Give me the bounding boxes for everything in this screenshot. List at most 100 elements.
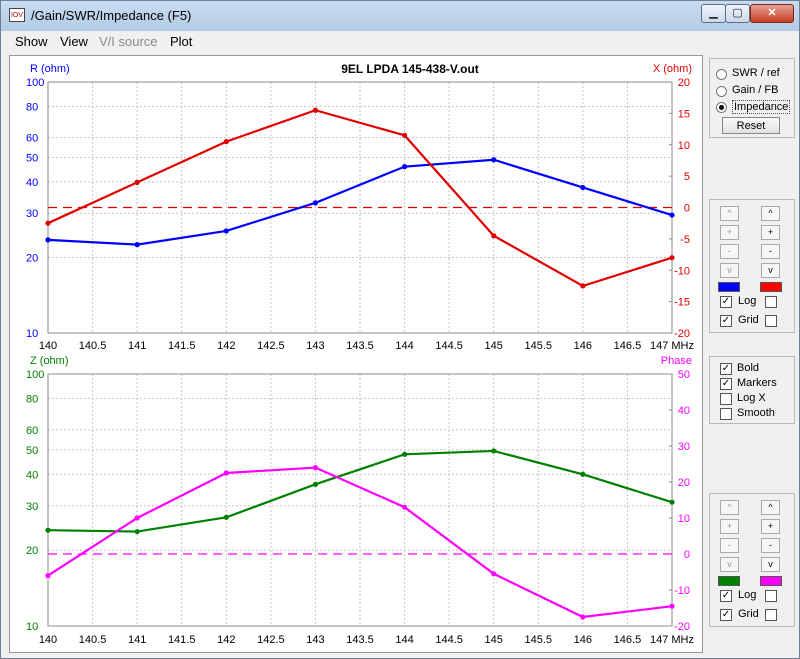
left-axis-minus-button[interactable]: - <box>720 244 739 259</box>
left-axis-up-button[interactable]: ^ <box>720 500 739 515</box>
bottom-z-marker <box>401 451 408 457</box>
top-r-marker <box>45 237 51 243</box>
r-color-swatch[interactable] <box>718 282 740 292</box>
impedance-charts[interactable]: 140 140.5 141 141.5 142 142.5 143 143.5 144 144.5… <box>10 56 702 652</box>
radio-impedance[interactable] <box>716 102 727 113</box>
display-options-group: ✓ Bold ✓ Markers Log X Smooth <box>709 356 795 424</box>
maximize-button[interactable]: ▢ <box>725 4 750 23</box>
top-x-tick-label: 144.5 <box>435 340 463 352</box>
x-color-swatch[interactable] <box>760 282 782 292</box>
radio-gain-fb-label: Gain / FB <box>732 84 779 96</box>
log-left-checkbox[interactable]: ✓ <box>720 590 732 602</box>
left-axis-up-button[interactable]: ^ <box>720 206 739 221</box>
right-axis-down-button[interactable]: v <box>761 557 780 572</box>
logx-checkbox[interactable] <box>720 393 732 405</box>
log-right-checkbox[interactable] <box>765 296 777 308</box>
grid-left-checkbox[interactable]: ✓ <box>720 315 732 327</box>
top-r-marker <box>401 164 408 170</box>
top-x-tick-label: 144 <box>395 340 413 352</box>
left-axis-plus-button[interactable]: + <box>720 225 739 240</box>
menu-view[interactable]: View <box>60 34 88 49</box>
radio-swr-ref-label: SWR / ref <box>732 67 780 79</box>
top-axis-controls: ^ ^ + + - - v v ✓ Log ✓ Grid <box>709 199 795 333</box>
chart-title: 9EL LPDA 145-438-V.out <box>341 62 479 76</box>
right-axis-minus-button[interactable]: - <box>761 244 780 259</box>
grid-left-checkbox[interactable]: ✓ <box>720 609 732 621</box>
smooth-checkbox[interactable] <box>720 408 732 420</box>
bottom-y-left-tick-label: 40 <box>26 469 38 481</box>
bottom-phase-marker <box>491 571 497 577</box>
right-axis-plus-button[interactable]: + <box>761 225 780 240</box>
top-x-tick-label: 140.5 <box>79 340 107 352</box>
close-button[interactable]: ✕ <box>750 4 794 23</box>
top-x-tick-label: 142 <box>217 340 235 352</box>
bold-checkbox[interactable]: ✓ <box>720 363 732 375</box>
right-axis-up-button[interactable]: ^ <box>761 206 780 221</box>
reset-button[interactable]: Reset <box>722 117 780 134</box>
top-x-marker <box>223 139 229 145</box>
top-r-marker <box>491 157 497 163</box>
bottom-x-tick-label: 144 <box>395 634 413 646</box>
top-x-marker <box>134 179 140 185</box>
radio-gain-fb[interactable] <box>716 86 727 97</box>
bottom-y-left-tick-label: 100 <box>26 369 44 381</box>
bottom-left-axis-label: Z (ohm) <box>30 355 69 367</box>
top-x-tick-label: 143 <box>306 340 324 352</box>
top-y-left-tick-label: 20 <box>26 252 38 264</box>
right-axis-up-button[interactable]: ^ <box>761 500 780 515</box>
top-right-axis-label: X (ohm) <box>653 63 692 75</box>
markers-checkbox[interactable]: ✓ <box>720 378 732 390</box>
bottom-y-left-tick-label: 10 <box>26 621 38 633</box>
menu-show[interactable]: Show <box>15 34 48 49</box>
menu-vi-source[interactable]: V/I source <box>99 34 158 49</box>
top-y-right-tick-label: 5 <box>684 171 690 183</box>
left-axis-plus-button[interactable]: + <box>720 519 739 534</box>
smooth-label: Smooth <box>737 407 775 419</box>
log-right-checkbox[interactable] <box>765 590 777 602</box>
app-icon[interactable]: IOV <box>9 8 25 22</box>
top-y-left-tick-label: 30 <box>26 208 38 220</box>
radio-swr-ref[interactable] <box>716 69 727 80</box>
bottom-phase-marker <box>580 614 586 620</box>
bottom-phase-marker <box>401 504 408 510</box>
bottom-phase-marker <box>45 573 51 579</box>
logx-label: Log X <box>737 392 766 404</box>
right-axis-down-button[interactable]: v <box>761 263 780 278</box>
menu-plot[interactable]: Plot <box>170 34 193 49</box>
bottom-z-marker <box>669 499 675 505</box>
grid-label: Grid <box>738 608 759 620</box>
top-r-marker <box>223 228 229 234</box>
z-color-swatch[interactable] <box>718 576 740 586</box>
top-y-right-tick-label: 20 <box>678 77 690 89</box>
window-title: /Gain/SWR/Impedance (F5) <box>31 8 192 23</box>
top-x-tick-label: 143.5 <box>346 340 374 352</box>
top-y-left-tick-label: 50 <box>26 153 38 165</box>
bottom-phase-marker <box>669 603 675 609</box>
phase-color-swatch[interactable] <box>760 576 782 586</box>
bottom-x-tick-label: 145.5 <box>525 634 553 646</box>
grid-right-checkbox[interactable] <box>765 609 777 621</box>
bottom-y-right-tick-label: 40 <box>678 405 690 417</box>
top-y-left-tick-label: 80 <box>26 101 38 113</box>
grid-right-checkbox[interactable] <box>765 315 777 327</box>
bottom-y-right-tick-label: 10 <box>678 513 690 525</box>
left-axis-minus-button[interactable]: - <box>720 538 739 553</box>
log-left-checkbox[interactable]: ✓ <box>720 296 732 308</box>
grid-label: Grid <box>738 314 759 326</box>
top-x-marker <box>669 255 675 261</box>
left-axis-down-button[interactable]: v <box>720 263 739 278</box>
bottom-y-right-tick-label: 30 <box>678 441 690 453</box>
title-bar[interactable]: IOV /Gain/SWR/Impedance (F5) ▁ ▢ ✕ <box>1 1 799 31</box>
left-axis-down-button[interactable]: v <box>720 557 739 572</box>
bottom-x-tick-label: 147 MHz <box>650 634 694 646</box>
right-axis-minus-button[interactable]: - <box>761 538 780 553</box>
top-r-marker <box>134 242 140 248</box>
top-x-marker <box>580 283 586 289</box>
top-x-tick-label: 142.5 <box>257 340 285 352</box>
bottom-y-left-tick-label: 80 <box>26 393 38 405</box>
minimize-button[interactable]: ▁ <box>701 4 726 23</box>
bottom-x-tick-label: 144.5 <box>435 634 463 646</box>
right-axis-plus-button[interactable]: + <box>761 519 780 534</box>
top-y-right-tick-label: 0 <box>684 203 690 215</box>
bottom-y-right-tick-label: 20 <box>678 477 690 489</box>
